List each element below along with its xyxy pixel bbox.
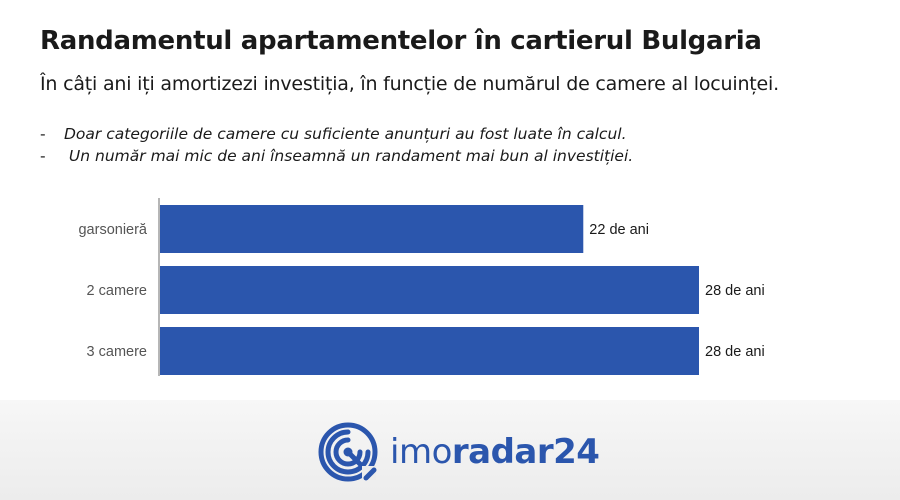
notes-list: - Doar categoriile de camere cu suficien… <box>40 123 633 167</box>
brand-logo: imoradar24 <box>316 420 600 484</box>
bar-0 <box>160 205 584 253</box>
brand-name-bold: radar24 <box>451 432 600 472</box>
footer: imoradar24 <box>0 400 900 500</box>
note-item: - Doar categoriile de camere cu suficien… <box>40 123 633 145</box>
note-dash: - <box>40 147 46 165</box>
note-item: - Un număr mai mic de ani înseamnă un ra… <box>40 145 633 167</box>
bar-chart: garsonieră 22 de ani 2 camere 28 de ani 3 ca… <box>0 190 900 390</box>
note-dash: - <box>40 125 46 143</box>
bar-chart-svg: garsonieră 22 de ani 2 camere 28 de ani 3 ca… <box>78 198 765 376</box>
category-label: 2 camere <box>87 283 147 299</box>
brand-name-light: imo <box>390 432 452 472</box>
note-text: Doar categoriile de camere cu suficiente… <box>64 125 627 143</box>
note-text: Un număr mai mic de ani înseamnă un rand… <box>64 147 634 165</box>
value-label: 22 de ani <box>589 222 649 238</box>
chart-title: Randamentul apartamentelor în cartierul … <box>40 26 762 56</box>
chart-subtitle: În câți ani iți amortizezi investiția, î… <box>40 73 779 95</box>
brand-name: imoradar24 <box>390 432 600 472</box>
category-label: 3 camere <box>87 344 147 360</box>
category-label: garsonieră <box>78 222 147 238</box>
bar-1 <box>160 266 699 314</box>
value-label: 28 de ani <box>705 283 765 299</box>
imoradar-target-icon <box>318 422 378 482</box>
value-label: 28 de ani <box>705 344 765 360</box>
bar-2 <box>160 327 699 375</box>
